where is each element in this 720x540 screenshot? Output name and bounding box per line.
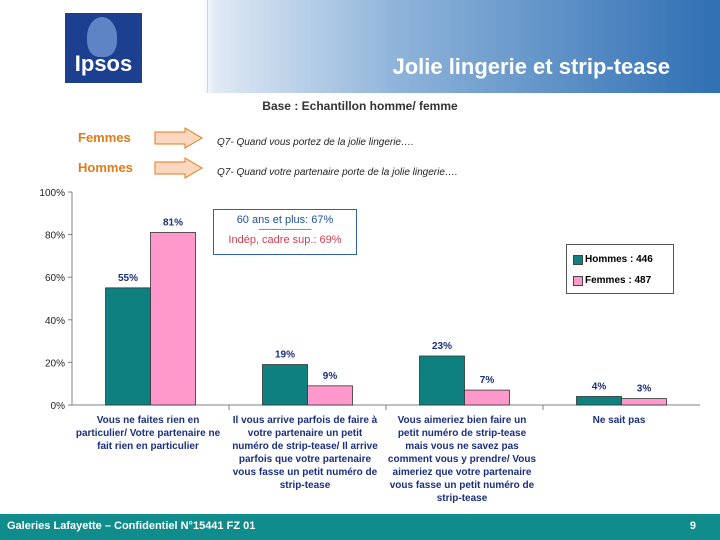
y-tick-label: 80% <box>45 231 65 242</box>
legend-swatch-femmes <box>573 275 583 286</box>
logo-head-icon <box>87 17 117 57</box>
question-text-femmes: Q7- Quand vous portez de la jolie linger… <box>217 137 414 148</box>
question-text-hommes: Q7- Quand votre partenaire porte de la j… <box>217 167 458 178</box>
data-label-hommes-2: 19% <box>275 350 295 361</box>
data-label-hommes-4: 4% <box>592 381 607 392</box>
legend-item-hommes: Hommes : 446 <box>573 254 653 265</box>
logo-text: Ipsos <box>74 51 133 76</box>
y-tick-label: 60% <box>45 273 65 284</box>
annotation-box: 60 ans et plus: 67% --------------------… <box>213 209 357 255</box>
annotation-line1: 60 ans et plus: 67% <box>236 214 334 226</box>
bar-hommes-3 <box>419 355 465 406</box>
y-tick-label: 20% <box>45 358 65 369</box>
legend-item-femmes: Femmes : 487 <box>573 275 651 286</box>
footer-text: Galeries Lafayette – Confidentiel N°1544… <box>7 520 256 532</box>
annotation-separator: --------------------- <box>258 224 312 234</box>
ipsos-logo: Ipsos <box>65 13 142 83</box>
page-title: Jolie lingerie et strip-tease <box>392 54 670 79</box>
bar-femmes-2 <box>307 385 353 406</box>
y-tick-label: 100% <box>39 188 65 199</box>
legend-label-hommes: Hommes : 446 <box>585 254 653 265</box>
bar-femmes-4 <box>621 398 667 406</box>
bar-femmes-1 <box>150 232 196 406</box>
legend-swatch-hommes <box>573 254 583 265</box>
chart-legend: Hommes : 446 Femmes : 487 <box>566 244 674 294</box>
y-tick-label: 0% <box>51 401 66 412</box>
bar-hommes-1 <box>105 287 151 406</box>
data-label-hommes-1: 55% <box>118 273 138 284</box>
question-label-femmes: Femmes <box>78 130 131 145</box>
base-caption: Base : Echantillon homme/ femme <box>262 99 458 113</box>
legend-label-femmes: Femmes : 487 <box>585 275 652 286</box>
footer-bar: Galeries Lafayette – Confidentiel N°1544… <box>0 514 720 540</box>
arrow-icon-femmes <box>154 127 203 149</box>
header-divider <box>207 0 208 93</box>
annotation-line2: Indép, cadre sup.: 69% <box>228 234 342 246</box>
category-label-2: Il vous arrive parfois de faire à votre … <box>232 415 378 491</box>
arrow-icon-hommes <box>154 157 203 179</box>
bar-femmes-3 <box>464 389 510 406</box>
data-label-femmes-3: 7% <box>480 375 495 386</box>
page-number: 9 <box>689 520 696 532</box>
question-label-hommes: Hommes <box>78 160 133 175</box>
bar-hommes-4 <box>576 396 622 406</box>
y-tick-label: 40% <box>45 316 65 327</box>
category-label-4: Ne sait pas <box>592 415 646 426</box>
data-label-femmes-4: 3% <box>637 384 652 395</box>
category-label-1: Vous ne faites rien en particulier/ Votr… <box>75 415 221 452</box>
data-label-femmes-1: 81% <box>163 217 183 228</box>
data-label-femmes-2: 9% <box>323 371 338 382</box>
data-label-hommes-3: 23% <box>432 341 452 352</box>
bar-hommes-2 <box>262 364 308 406</box>
category-label-3: Vous aimeriez bien faire un petit numéro… <box>387 415 537 504</box>
